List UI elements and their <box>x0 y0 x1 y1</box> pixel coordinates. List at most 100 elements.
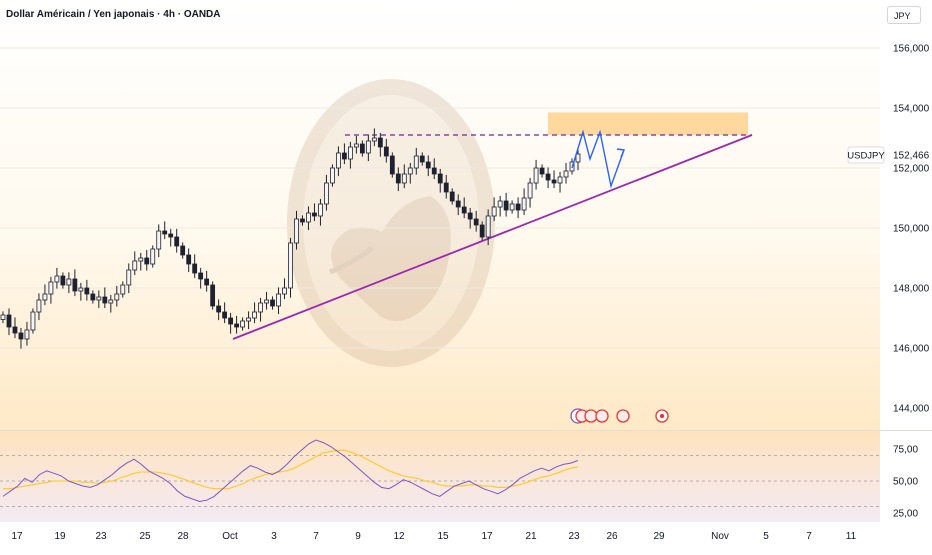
candle <box>288 242 293 289</box>
candle <box>240 320 245 328</box>
candle <box>347 146 353 160</box>
time-tick-label: 5 <box>763 531 769 542</box>
time-tick-label: 17 <box>481 531 493 542</box>
rsi-pane-background <box>0 430 880 522</box>
candle <box>138 257 144 262</box>
candle <box>389 155 395 175</box>
candle <box>539 167 545 175</box>
us-flag-icon[interactable] <box>584 409 598 423</box>
candle <box>114 293 120 301</box>
main-pane-background <box>0 0 880 430</box>
candle <box>324 182 329 205</box>
candlestick-series <box>0 128 581 349</box>
candle <box>18 332 24 340</box>
rsi-tick-label: 75,00 <box>893 445 918 456</box>
time-axis-background <box>0 522 932 550</box>
candle <box>144 257 150 265</box>
price-tick-label: 156,000 <box>893 44 930 55</box>
target-zone-box <box>548 112 748 135</box>
candle <box>60 275 66 286</box>
candle <box>413 155 419 169</box>
candle <box>156 230 162 250</box>
projection-arrowhead <box>616 148 626 158</box>
candle <box>527 182 533 199</box>
rsi-level-lines <box>0 454 880 508</box>
economic-events[interactable] <box>570 408 669 424</box>
candle <box>365 140 371 154</box>
candle <box>282 287 287 295</box>
time-tick-label: 25 <box>139 531 151 542</box>
candle <box>192 263 198 274</box>
time-axis[interactable]: 17 19 23 25 28 Oct 3 7 9 12 15 17 21 23 26 29 Nov 5 7 11 <box>11 531 856 542</box>
candle <box>78 287 84 292</box>
candle <box>108 299 114 304</box>
candle <box>258 302 263 313</box>
candle <box>264 299 269 304</box>
candle <box>24 329 30 340</box>
candle <box>6 314 12 328</box>
candle <box>300 218 305 223</box>
candle <box>246 317 251 322</box>
candle <box>84 287 90 295</box>
rsi-line <box>2 439 579 503</box>
chart-title: Dollar Américain / Yen japonais · 4h · O… <box>6 9 221 20</box>
candle <box>72 278 78 292</box>
candle <box>521 197 527 211</box>
candle <box>485 215 491 238</box>
candle <box>467 212 473 220</box>
candle <box>336 152 341 169</box>
candle <box>557 176 563 184</box>
candle <box>180 245 186 256</box>
candle <box>312 212 317 217</box>
currency-button[interactable]: JPY <box>887 6 921 24</box>
candle <box>437 173 443 184</box>
time-tick-label: 28 <box>177 531 189 542</box>
candle <box>306 212 311 223</box>
bull-watermark-logo <box>287 79 495 367</box>
candle <box>0 314 6 320</box>
time-tick-label: 23 <box>568 531 580 542</box>
time-tick-label: 15 <box>437 531 449 542</box>
candle <box>455 200 461 208</box>
candle <box>318 203 323 217</box>
candle <box>216 305 222 313</box>
candle <box>551 179 557 184</box>
candle <box>419 155 425 163</box>
candle <box>359 143 365 154</box>
price-tick-label: 148,000 <box>893 284 930 295</box>
time-tick-label: 26 <box>606 531 618 542</box>
candle <box>210 284 216 307</box>
candle <box>36 299 42 313</box>
candle <box>66 278 72 286</box>
rsi-axis[interactable]: 75,00 50,00 25,00 <box>893 445 918 520</box>
us-flag-icon[interactable] <box>616 409 630 423</box>
time-tick-label: 7 <box>806 531 812 542</box>
projection-path <box>571 129 625 189</box>
symbol-price-label: USDJPY 152,466 <box>847 146 930 164</box>
candle <box>186 254 192 265</box>
us-flag-icon[interactable] <box>595 409 609 423</box>
candle <box>222 311 228 319</box>
price-tick-label: 152,000 <box>893 164 930 175</box>
candle <box>395 173 401 184</box>
time-tick-label: 12 <box>393 531 405 542</box>
candle <box>132 260 138 271</box>
event-dot-center-icon <box>659 413 665 419</box>
time-tick-label: 7 <box>313 531 319 542</box>
candle <box>294 218 299 244</box>
price-tick-label: 144,000 <box>893 404 930 415</box>
candle <box>377 137 383 148</box>
candle <box>575 153 581 163</box>
candle <box>162 230 168 235</box>
price-tick-label: 150,000 <box>893 224 930 235</box>
time-tick-label: 17 <box>11 531 23 542</box>
last-price-label: 152,466 <box>893 151 930 162</box>
candle <box>42 293 48 301</box>
price-axis[interactable]: 156,000 154,000 152,000 150,000 148,000 146,0… <box>893 44 930 415</box>
candle <box>96 296 102 301</box>
price-axis-background <box>880 0 932 522</box>
rsi-tick-label: 50,00 <box>893 477 918 488</box>
candle <box>407 167 413 175</box>
time-tick-label: 23 <box>95 531 107 542</box>
